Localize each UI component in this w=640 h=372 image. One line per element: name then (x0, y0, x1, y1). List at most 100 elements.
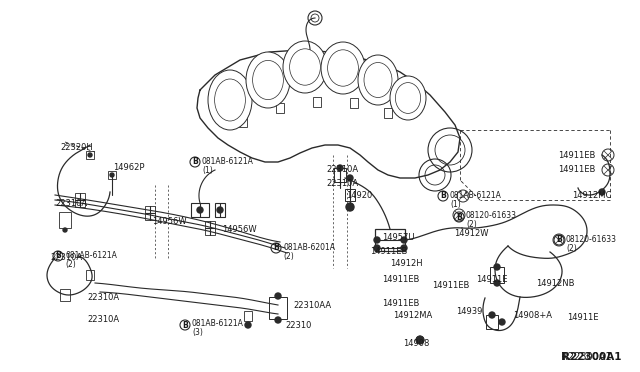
Text: (2): (2) (283, 251, 294, 260)
Text: 081AB-6121A: 081AB-6121A (450, 190, 502, 199)
Text: 081AB-6121A: 081AB-6121A (192, 320, 244, 328)
Text: 14962P: 14962P (113, 164, 145, 173)
Text: 08120-61633: 08120-61633 (566, 234, 617, 244)
Ellipse shape (290, 49, 321, 85)
Ellipse shape (283, 41, 327, 93)
Text: 08120-61633: 08120-61633 (466, 212, 517, 221)
Circle shape (88, 153, 92, 157)
Bar (191, 203, 209, 217)
Text: 22310A: 22310A (326, 180, 358, 189)
Text: 14908: 14908 (403, 339, 429, 347)
Text: 14956W: 14956W (222, 225, 257, 234)
Bar (205, 221, 215, 235)
Ellipse shape (364, 62, 392, 97)
Circle shape (275, 317, 281, 323)
Bar (350, 98, 358, 108)
Bar (490, 267, 504, 283)
Text: 081AB-6121A: 081AB-6121A (202, 157, 254, 166)
Text: 14957U: 14957U (382, 234, 415, 243)
Circle shape (499, 319, 505, 325)
Bar (108, 171, 116, 179)
Circle shape (110, 173, 114, 177)
Bar (486, 315, 498, 329)
Text: B: B (556, 235, 562, 244)
Text: 14920: 14920 (346, 192, 372, 201)
Circle shape (494, 280, 500, 286)
Text: 22310A: 22310A (87, 314, 119, 324)
Bar (145, 206, 155, 220)
Bar (384, 108, 392, 118)
Text: 22310A: 22310A (326, 166, 358, 174)
Text: 14911EB: 14911EB (558, 166, 595, 174)
Bar (86, 270, 94, 280)
Text: 14911EB: 14911EB (382, 298, 419, 308)
Text: 22310A: 22310A (87, 294, 119, 302)
Bar (313, 97, 321, 107)
Text: B: B (182, 321, 188, 330)
Circle shape (599, 189, 605, 195)
Circle shape (245, 322, 251, 328)
Bar (375, 229, 405, 251)
Circle shape (346, 203, 354, 211)
Ellipse shape (253, 60, 284, 100)
Text: 22320H: 22320H (60, 144, 93, 153)
Bar (86, 151, 94, 159)
Text: B: B (440, 192, 446, 201)
Ellipse shape (396, 83, 420, 113)
Text: 14912MA: 14912MA (393, 311, 432, 321)
Text: (3): (3) (192, 328, 203, 337)
Text: 14912NB: 14912NB (536, 279, 575, 288)
Text: 22310A: 22310A (55, 199, 87, 208)
Text: R22300A1: R22300A1 (562, 352, 621, 362)
Ellipse shape (208, 70, 252, 130)
Text: 22310: 22310 (285, 321, 312, 330)
Text: B: B (55, 251, 61, 260)
Circle shape (494, 264, 500, 270)
Text: (2): (2) (466, 221, 477, 230)
Circle shape (197, 207, 203, 213)
Text: 081AB-6201A: 081AB-6201A (283, 243, 335, 251)
Circle shape (416, 336, 424, 344)
Text: 14912MC: 14912MC (572, 192, 611, 201)
Text: B: B (273, 244, 279, 253)
Circle shape (63, 228, 67, 232)
Bar (60, 289, 70, 301)
Text: (2): (2) (65, 260, 76, 269)
Text: 22310AA: 22310AA (293, 301, 331, 310)
Circle shape (275, 293, 281, 299)
Text: 14911EB: 14911EB (558, 151, 595, 160)
Circle shape (374, 245, 380, 251)
Circle shape (401, 237, 407, 243)
Text: 14911E: 14911E (476, 276, 508, 285)
Ellipse shape (328, 50, 358, 86)
Bar (59, 212, 71, 228)
Bar (269, 297, 287, 319)
Circle shape (401, 245, 407, 251)
Text: 14911EB: 14911EB (370, 247, 408, 257)
Text: (1): (1) (202, 166, 212, 174)
Bar (345, 189, 355, 201)
Ellipse shape (358, 55, 398, 105)
Text: R22300A1: R22300A1 (561, 352, 611, 362)
Text: 14911E: 14911E (567, 314, 598, 323)
Text: 14908+A: 14908+A (513, 311, 552, 320)
Text: 14912H: 14912H (390, 260, 422, 269)
Text: (1): (1) (450, 199, 461, 208)
Ellipse shape (246, 52, 290, 108)
Text: B: B (192, 157, 198, 167)
Circle shape (347, 175, 353, 181)
Ellipse shape (214, 79, 245, 121)
Bar (276, 103, 284, 113)
Text: 14911EB: 14911EB (382, 276, 419, 285)
Bar (75, 193, 85, 207)
Circle shape (347, 204, 353, 210)
Text: 14956W: 14956W (152, 218, 187, 227)
Circle shape (217, 207, 223, 213)
Text: 14939: 14939 (456, 307, 483, 315)
Text: B: B (456, 212, 462, 221)
Text: 14911EB: 14911EB (432, 280, 469, 289)
Text: 14912W: 14912W (454, 228, 488, 237)
Bar (215, 203, 225, 217)
Circle shape (374, 237, 380, 243)
Ellipse shape (321, 42, 365, 94)
